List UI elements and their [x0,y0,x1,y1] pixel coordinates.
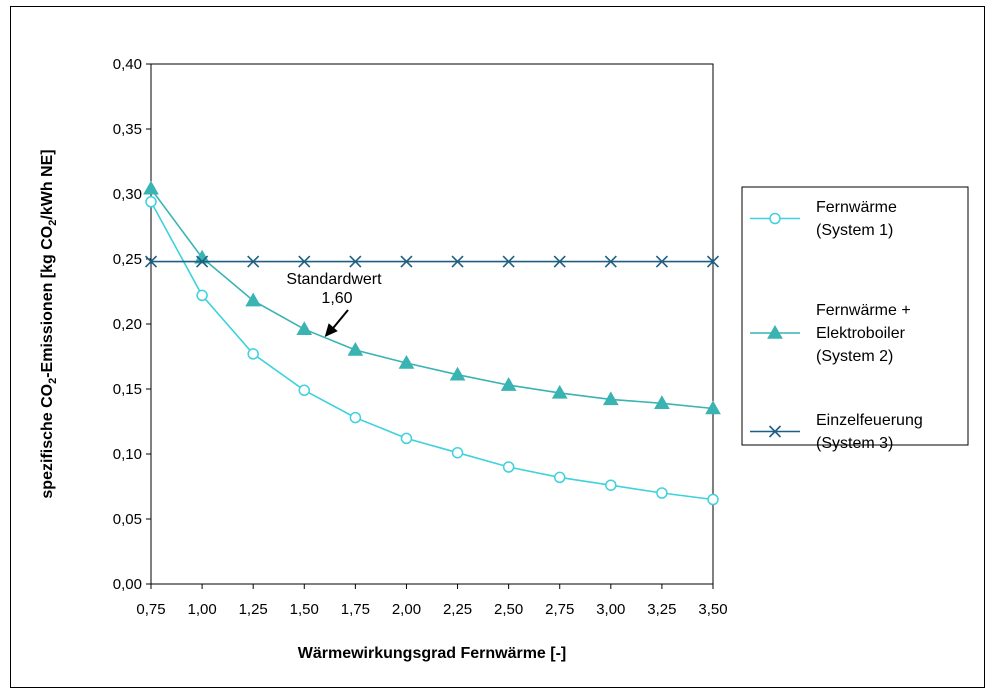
data-point [451,446,464,459]
y-axis: 0,00 0,05 0,10 0,15 0,20 0,25 0,30 0,35 0,40 [113,56,151,593]
data-point [296,321,313,335]
data-point [349,255,362,268]
data-point [706,255,720,268]
series [143,180,721,415]
legend-label: Elektroboiler [816,325,906,342]
y-tick-label: 0,40 [113,56,142,73]
x-tick-label: 1,25 [239,601,268,618]
y-axis-title-part: -Emissionen [kg CO [39,226,56,378]
legend-label: (System 1) [816,222,893,239]
data-point [655,255,668,268]
data-point [143,180,159,195]
data-point [553,471,566,484]
legend-label: Fernwärme [816,199,897,216]
data-point [769,212,781,225]
data-point [144,255,158,268]
plot-border [150,63,714,585]
y-axis-title: spezifische CO2-Emissionen [kg CO2/kWh N… [39,149,59,498]
data-point [449,366,466,381]
data-point [604,255,617,268]
data-point [245,292,262,307]
data-point [502,461,515,473]
x-tick-label: 2,25 [443,601,472,618]
data-point [347,341,364,356]
y-tick-label: 0,35 [113,121,142,138]
legend: Fernwärme (System 1) Fernwärme + Elektroboi… [741,186,969,452]
legend-entry: Fernwärme (System 1) [750,199,897,239]
y-axis-title-subscript: 2 [47,220,59,226]
legend-box [741,186,969,446]
legend-entry: Fernwärme + Elektroboiler (System 2) [750,302,911,365]
y-tick-label: 0,00 [113,576,142,593]
data-point [656,487,668,499]
series-line [150,188,714,410]
data-point [145,196,157,208]
data-point [298,384,311,397]
x-tick-label: 3,25 [647,601,676,618]
data-point [247,348,259,360]
data-point [553,255,566,268]
data-point [196,255,209,268]
data-point [451,255,464,268]
y-tick-label: 0,05 [113,511,142,528]
y-axis-title-part: spezifische CO [39,384,56,499]
data-point [502,255,515,268]
x-axis: 0,75 1,00 1,25 1,50 1,75 2,00 2,25 2,50 2,75 3,00… [136,584,728,618]
data-point [349,411,362,424]
x-tick-label: 1,00 [187,601,216,618]
x-tick-label: 2,00 [392,601,421,618]
data-point [196,289,208,302]
data-point [551,384,568,399]
x-tick-label: 2,50 [494,601,523,618]
data-point [400,255,413,268]
data-point [768,425,782,438]
annotation-value: 1,60 [321,290,352,307]
data-point [602,391,619,406]
y-axis-title-part: /kWh NE] [39,149,56,219]
legend-label: Einzelfeuerung [816,412,923,429]
x-tick-label: 1,75 [341,601,370,618]
series-layer [143,180,721,506]
y-tick-label: 0,20 [113,316,142,333]
x-tick-label: 3,50 [698,601,727,618]
annotation-label: Standardwert [286,271,382,288]
y-tick-label: 0,10 [113,446,142,463]
data-point [605,479,617,491]
x-tick-label: 1,50 [290,601,319,618]
data-point [247,255,260,268]
data-point [194,249,210,264]
y-tick-label: 0,15 [113,381,142,398]
y-tick-label: 0,30 [113,186,142,203]
annotation-arrowhead [324,323,338,337]
x-tick-label: 0,75 [136,601,165,618]
data-point [705,400,721,415]
data-point [767,324,783,339]
annotation: Standardwert 1,60 [286,271,382,337]
y-axis-title-subscript: 2 [47,378,59,384]
series [144,255,720,268]
data-point [298,255,311,268]
data-point [707,493,719,506]
series-line [150,201,714,501]
data-point [400,432,413,445]
legend-entry: Einzelfeuerung (System 3) [750,412,923,452]
data-point [500,377,517,391]
data-point [654,395,670,410]
data-point [398,354,415,369]
legend-label: (System 3) [816,435,893,452]
legend-label: (System 2) [816,348,893,365]
legend-label: Fernwärme + [816,302,911,319]
series [145,196,719,506]
x-tick-label: 2,75 [545,601,574,618]
x-axis-title: Wärmewirkungsgrad Fernwärme [-] [298,645,567,662]
x-tick-label: 3,00 [596,601,625,618]
plot-area [150,63,714,585]
y-tick-label: 0,25 [113,251,142,268]
